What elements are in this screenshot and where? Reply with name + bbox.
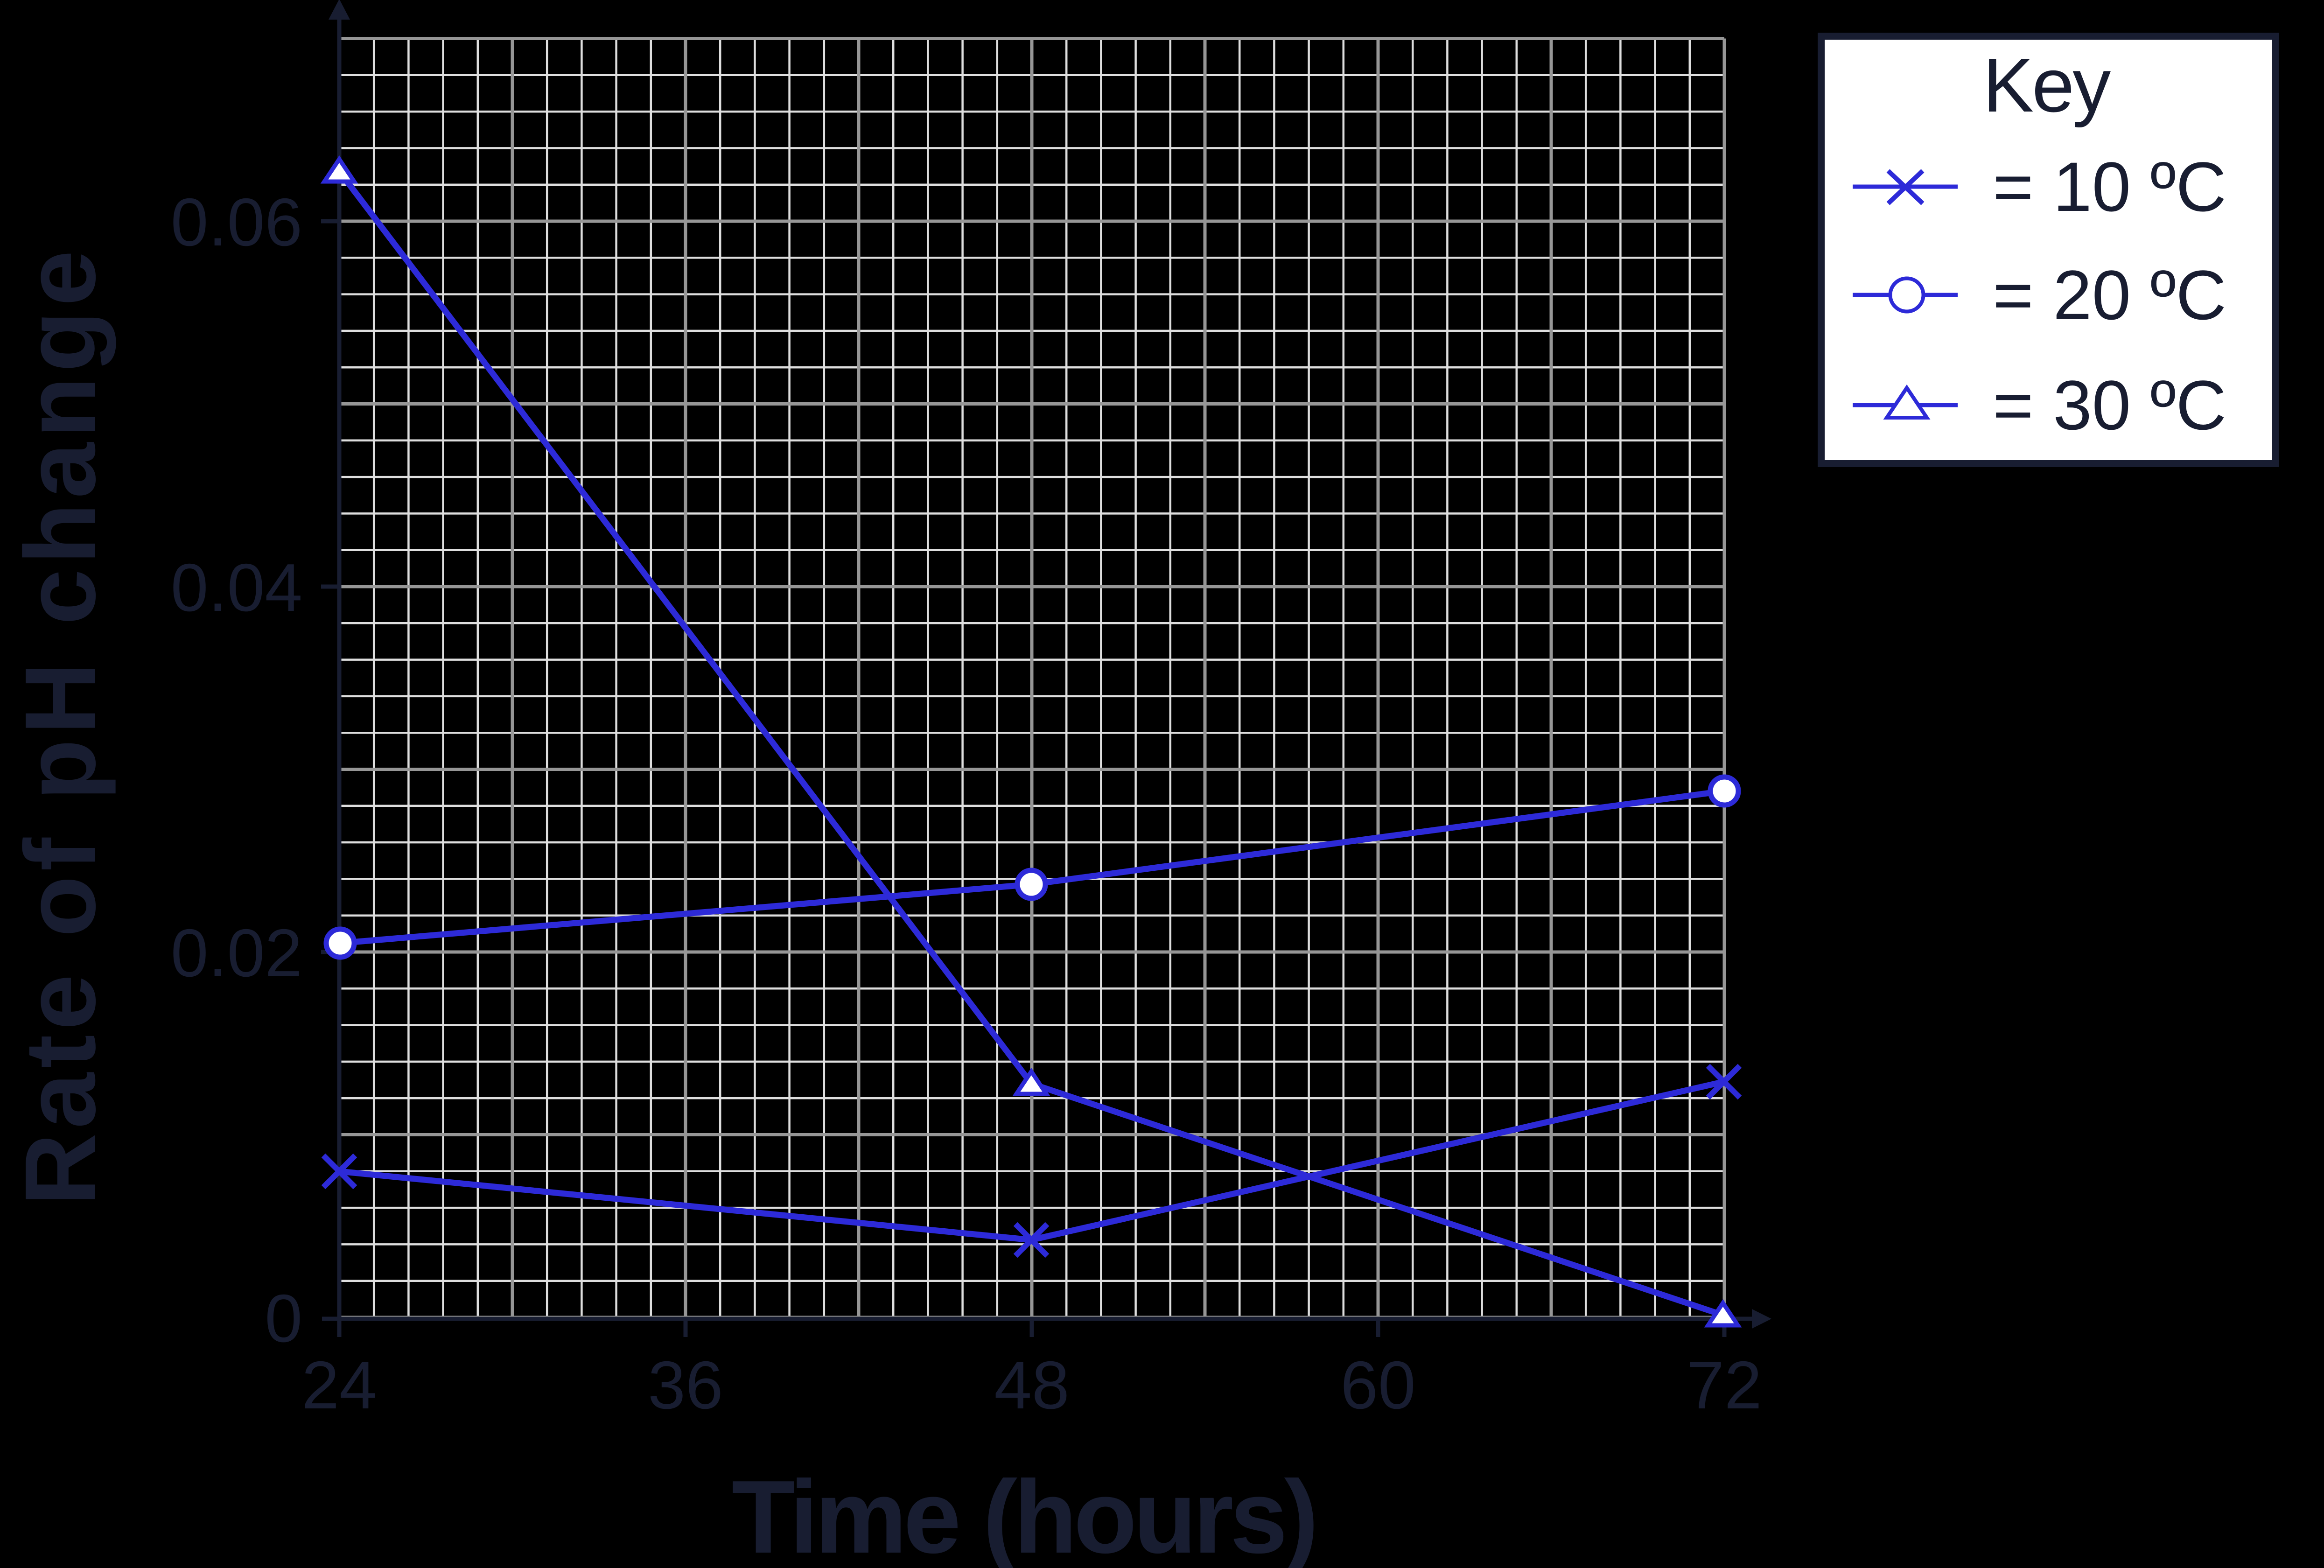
svg-text:Key: Key — [1983, 42, 2111, 128]
svg-text:Time (hours): Time (hours) — [732, 1459, 1315, 1568]
svg-text:= 30 ºC: = 30 ºC — [1993, 366, 2226, 444]
svg-text:0.02: 0.02 — [171, 915, 302, 991]
svg-text:48: 48 — [994, 1347, 1069, 1423]
svg-text:24: 24 — [301, 1347, 377, 1423]
svg-text:Rate of pH change: Rate of pH change — [4, 245, 116, 1205]
svg-text:0.04: 0.04 — [171, 550, 302, 625]
svg-text:= 10 ºC: = 10 ºC — [1993, 147, 2226, 226]
svg-text:0.06: 0.06 — [171, 184, 302, 260]
svg-text:0: 0 — [265, 1281, 302, 1356]
svg-text:36: 36 — [648, 1347, 723, 1423]
svg-text:72: 72 — [1687, 1347, 1762, 1423]
svg-text:= 20 ºC: = 20 ºC — [1993, 256, 2226, 334]
svg-text:60: 60 — [1340, 1347, 1415, 1423]
